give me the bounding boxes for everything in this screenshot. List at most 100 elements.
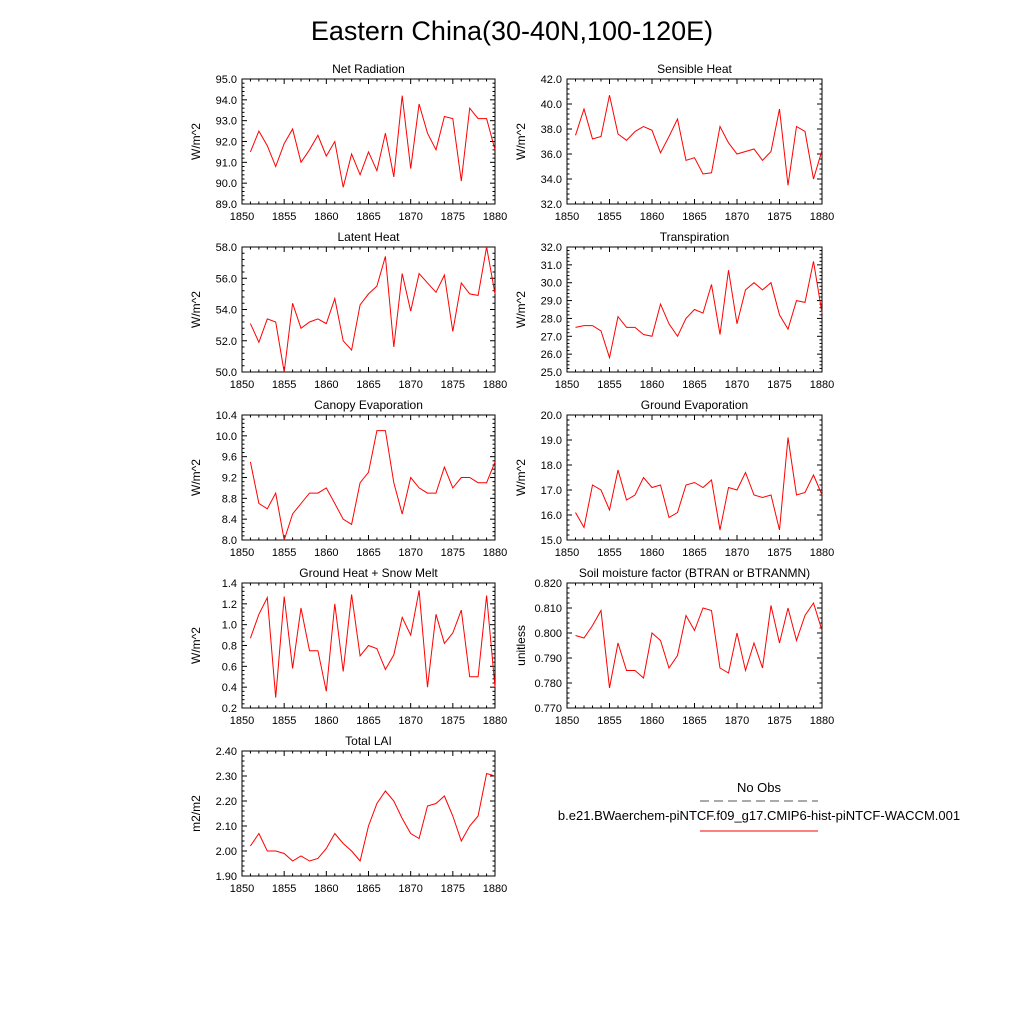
plot-frame	[566, 78, 823, 205]
panel-9: Total LAI 1850 1855 1860 1865 1870 1875 1880 1.9…	[189, 734, 507, 895]
x-tick-label: 1855	[597, 547, 621, 559]
x-tick-label: 1875	[767, 715, 791, 727]
series-line	[575, 95, 823, 186]
x-tick-label: 1860	[640, 547, 664, 559]
x-tick-label: 1850	[230, 211, 254, 223]
panel-title: Canopy Evaporation	[314, 398, 423, 412]
figure-title: Eastern China(30-40N,100-120E)	[311, 16, 713, 46]
x-tick-label: 1855	[272, 547, 296, 559]
y-axis-label: W/m^2	[189, 291, 203, 328]
y-tick-label: 58.0	[216, 242, 237, 254]
y-tick-label: 2.10	[216, 821, 237, 833]
x-tick-label: 1880	[483, 379, 507, 391]
y-tick-label: 50.0	[216, 367, 237, 379]
x-tick-label: 1855	[597, 715, 621, 727]
series-line	[249, 246, 496, 373]
panel-3: Latent Heat 1850 1855 1860 1865 1870 1875 1880 5…	[189, 230, 507, 391]
x-tick-label: 1860	[314, 715, 338, 727]
x-tick-label: 1855	[597, 211, 621, 223]
panel-1: Net Radiation 1850 1855 1860 1865 1870 1875 188…	[189, 62, 507, 223]
x-tick-label: 1855	[272, 883, 296, 895]
y-tick-label: 0.2	[222, 703, 237, 715]
panel-6: Ground Evaporation 1850 1855 1860 1865 1870 18…	[514, 398, 834, 559]
y-tick-label: 32.0	[541, 242, 562, 254]
x-tick-label: 1880	[483, 547, 507, 559]
x-tick-label: 1870	[725, 547, 749, 559]
series-line	[575, 261, 823, 360]
x-tick-label: 1865	[356, 211, 380, 223]
x-tick-label: 1880	[810, 211, 834, 223]
series-line	[249, 772, 496, 863]
y-tick-label: 0.800	[534, 628, 562, 640]
y-tick-label: 8.8	[222, 493, 237, 505]
y-tick-label: 2.00	[216, 846, 237, 858]
y-tick-label: 25.0	[541, 367, 562, 379]
x-tick-label: 1865	[682, 211, 706, 223]
x-tick-label: 1875	[441, 379, 465, 391]
y-tick-label: 56.0	[216, 273, 237, 285]
y-tick-label: 29.0	[541, 296, 562, 308]
x-tick-label: 1850	[555, 547, 579, 559]
y-tick-label: 89.0	[216, 199, 237, 211]
x-tick-label: 1865	[682, 379, 706, 391]
y-tick-label: 52.0	[216, 336, 237, 348]
panel-title: Transpiration	[660, 230, 730, 244]
y-axis-label: W/m^2	[514, 123, 528, 160]
panel-title: Ground Heat + Snow Melt	[299, 566, 438, 580]
x-tick-label: 1870	[398, 379, 422, 391]
x-tick-label: 1850	[230, 547, 254, 559]
plot-frame	[241, 414, 496, 541]
x-tick-label: 1870	[725, 211, 749, 223]
y-tick-label: 8.4	[222, 514, 237, 526]
x-tick-label: 1865	[356, 379, 380, 391]
x-tick-label: 1875	[441, 715, 465, 727]
y-tick-label: 1.0	[222, 620, 237, 632]
series-line	[249, 590, 496, 698]
y-tick-label: 0.820	[534, 578, 562, 590]
x-tick-label: 1850	[555, 379, 579, 391]
y-tick-label: 0.8	[222, 641, 237, 653]
y-tick-label: 27.0	[541, 331, 562, 343]
y-tick-label: 91.0	[216, 157, 237, 169]
x-tick-label: 1870	[398, 547, 422, 559]
y-tick-label: 0.770	[534, 703, 562, 715]
y-tick-label: 17.0	[541, 485, 562, 497]
y-tick-label: 8.0	[222, 535, 237, 547]
y-axis-label: W/m^2	[189, 459, 203, 496]
y-axis-label: unitless	[514, 625, 528, 666]
x-tick-label: 1880	[483, 883, 507, 895]
y-tick-label: 90.0	[216, 178, 237, 190]
x-tick-label: 1880	[810, 379, 834, 391]
panels-container: Net Radiation 1850 1855 1860 1865 1870 1875 188…	[189, 62, 834, 895]
y-axis-label: W/m^2	[189, 627, 203, 664]
y-tick-label: 94.0	[216, 95, 237, 107]
x-tick-label: 1855	[272, 211, 296, 223]
y-tick-label: 0.780	[534, 678, 562, 690]
series-line	[575, 437, 823, 531]
panel-5: Canopy Evaporation 1850 1855 1860 1865 1870 18…	[189, 398, 507, 559]
plot-frame	[241, 78, 496, 205]
x-tick-label: 1860	[314, 211, 338, 223]
x-tick-label: 1875	[767, 547, 791, 559]
x-tick-label: 1855	[272, 715, 296, 727]
y-tick-label: 1.2	[222, 599, 237, 611]
x-tick-label: 1860	[640, 211, 664, 223]
x-tick-label: 1870	[398, 211, 422, 223]
x-tick-label: 1865	[356, 883, 380, 895]
panel-title: Soil moisture factor (BTRAN or BTRANMN)	[579, 566, 810, 580]
series-line	[249, 95, 496, 188]
y-tick-label: 92.0	[216, 137, 237, 149]
x-tick-label: 1865	[356, 715, 380, 727]
panel-7: Ground Heat + Snow Melt 1850 1855 1860 1865 1…	[189, 566, 507, 727]
series-line	[575, 601, 823, 689]
series-line	[249, 430, 496, 541]
panel-4: Transpiration 1850 1855 1860 1865 1870 1875 188…	[514, 230, 834, 391]
y-tick-label: 9.2	[222, 473, 237, 485]
x-tick-label: 1850	[230, 715, 254, 727]
y-tick-label: 20.0	[541, 410, 562, 422]
x-tick-label: 1860	[314, 883, 338, 895]
y-tick-label: 34.0	[541, 174, 562, 186]
y-tick-label: 10.4	[216, 410, 237, 422]
y-tick-label: 95.0	[216, 74, 237, 86]
x-tick-label: 1855	[272, 379, 296, 391]
